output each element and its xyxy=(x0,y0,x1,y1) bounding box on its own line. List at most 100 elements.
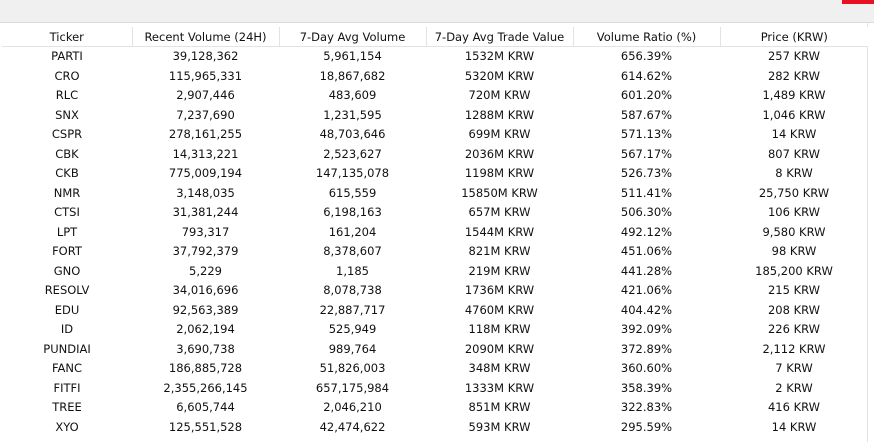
table-row[interactable]: LPT 793,317 161,204 1544M KRW 492.12% 9,580 K… xyxy=(2,223,868,243)
cell-ticker: CSPR xyxy=(51,127,83,141)
cell-recent-volume: 2,907,446 xyxy=(176,88,235,102)
cell-volume-ratio: 295.59% xyxy=(620,419,673,434)
column-header-price[interactable]: Price (KRW) xyxy=(720,27,868,47)
cell-ticker: EDU xyxy=(54,302,80,317)
cell-avg-volume: 5,961,154 xyxy=(323,49,382,63)
cell-price: 226 KRW xyxy=(767,322,821,336)
table-row[interactable]: EDU 92,563,389 22,887,717 4760M KRW 404.42% 2… xyxy=(2,301,868,321)
cell-recent-volume: 31,381,244 xyxy=(172,205,239,219)
table-row[interactable]: FITFI 2,355,266,145 657,175,984 1333M KRW 35… xyxy=(2,379,868,399)
cell-avg-trade-value: 657M KRW xyxy=(468,205,531,219)
cell-avg-volume: 18,867,682 xyxy=(319,68,386,83)
table-container: Ticker Recent Volume (24H) 7-Day Avg Vol… xyxy=(2,27,868,442)
column-header-volume-ratio[interactable]: Volume Ratio (%) xyxy=(573,27,721,47)
table-row[interactable]: RLC 2,907,446 483,609 720M KRW 601.20% 1,489 … xyxy=(2,86,868,106)
cell-recent-volume: 6,605,744 xyxy=(176,400,235,414)
cell-recent-volume: 2,062,194 xyxy=(176,322,235,336)
cell-volume-ratio: 322.83% xyxy=(620,400,673,414)
table-row[interactable]: PUNDIAI 3,690,738 989,764 2090M KRW 372.89% 2… xyxy=(2,340,868,360)
table-row[interactable]: CRO 115,965,331 18,867,682 5320M KRW 614.62%… xyxy=(2,67,868,87)
table-row[interactable]: FANC 186,885,728 51,826,003 348M KRW 360.60%… xyxy=(2,359,868,379)
header-row: Ticker Recent Volume (24H) 7-Day Avg Vol… xyxy=(2,27,868,47)
cell-price: 25,750 KRW xyxy=(758,185,830,200)
cell-avg-trade-value: 348M KRW xyxy=(468,361,531,375)
cell-avg-volume: 161,204 xyxy=(328,224,377,239)
cell-avg-trade-value: 5320M KRW xyxy=(464,68,535,83)
cell-volume-ratio: 526.73% xyxy=(620,166,673,180)
cell-price: 215 KRW xyxy=(767,283,821,297)
cell-ticker: PUNDIAI xyxy=(43,341,91,356)
column-header-ticker[interactable]: Ticker xyxy=(2,27,133,47)
cell-volume-ratio: 511.41% xyxy=(620,185,673,200)
cell-price: 208 KRW xyxy=(767,302,821,317)
table-row[interactable]: CSPR 278,161,255 48,703,646 699M KRW 571.13%… xyxy=(2,125,868,145)
table-row[interactable]: XYO 125,551,528 42,474,622 593M KRW 295.59% 1… xyxy=(2,418,868,438)
cell-volume-ratio: 392.09% xyxy=(620,322,673,336)
close-button[interactable] xyxy=(842,0,874,4)
cell-price: 2 KRW xyxy=(775,380,813,395)
cell-avg-trade-value: 1532M KRW xyxy=(464,49,535,63)
cell-ticker: FANC xyxy=(51,361,83,375)
cell-recent-volume: 278,161,255 xyxy=(168,127,243,141)
cell-recent-volume: 125,551,528 xyxy=(168,419,243,434)
table-row[interactable]: CTSI 31,381,244 6,198,163 657M KRW 506.30% 10… xyxy=(2,203,868,223)
cell-recent-volume: 115,965,331 xyxy=(168,68,243,83)
column-header-avg-volume[interactable]: 7-Day Avg Volume xyxy=(279,27,427,47)
cell-avg-volume: 8,078,738 xyxy=(323,283,382,297)
cell-avg-volume: 48,703,646 xyxy=(319,127,386,141)
cell-avg-trade-value: 699M KRW xyxy=(468,127,531,141)
volume-table: Ticker Recent Volume (24H) 7-Day Avg Vol… xyxy=(2,27,868,437)
cell-volume-ratio: 506.30% xyxy=(620,205,673,219)
table-row[interactable]: RESOLV 34,016,696 8,078,738 1736M KRW 421.06… xyxy=(2,281,868,301)
cell-avg-volume: 1,231,595 xyxy=(323,107,382,122)
cell-avg-trade-value: 1544M KRW xyxy=(464,224,535,239)
cell-ticker: ID xyxy=(60,322,74,336)
cell-recent-volume: 92,563,389 xyxy=(172,302,239,317)
cell-ticker: FITFI xyxy=(53,380,81,395)
cell-price: 98 KRW xyxy=(771,244,817,258)
cell-recent-volume: 7,237,690 xyxy=(176,107,235,122)
cell-ticker: TREE xyxy=(52,400,82,414)
cell-volume-ratio: 421.06% xyxy=(620,283,673,297)
cell-volume-ratio: 601.20% xyxy=(620,88,673,102)
cell-price: 185,200 KRW xyxy=(755,263,833,278)
table-row[interactable]: SNX 7,237,690 1,231,595 1288M KRW 587.67% 1,0… xyxy=(2,106,868,126)
table-row[interactable]: CKB 775,009,194 147,135,078 1198M KRW 526.73… xyxy=(2,164,868,184)
cell-recent-volume: 3,148,035 xyxy=(176,185,235,200)
table-row[interactable]: CBK 14,313,221 2,523,627 2036M KRW 567.17% 80… xyxy=(2,145,868,165)
cell-avg-trade-value: 219M KRW xyxy=(468,263,531,278)
column-header-recent-volume[interactable]: Recent Volume (24H) xyxy=(132,27,280,47)
divider xyxy=(867,22,868,442)
table-row[interactable]: PARTI 39,128,362 5,961,154 1532M KRW 656.39%… xyxy=(2,47,868,67)
table-row[interactable]: FORT 37,792,379 8,378,607 821M KRW 451.06% 98… xyxy=(2,242,868,262)
cell-avg-volume: 2,523,627 xyxy=(323,146,382,161)
cell-avg-trade-value: 1198M KRW xyxy=(464,166,535,180)
cell-recent-volume: 3,690,738 xyxy=(176,341,235,356)
cell-volume-ratio: 372.89% xyxy=(620,341,673,356)
cell-volume-ratio: 614.62% xyxy=(620,68,673,83)
cell-volume-ratio: 587.67% xyxy=(620,107,673,122)
table-body: PARTI 39,128,362 5,961,154 1532M KRW 656.39%… xyxy=(2,47,868,438)
cell-recent-volume: 186,885,728 xyxy=(168,361,243,375)
cell-avg-trade-value: 2036M KRW xyxy=(464,146,535,161)
table-row[interactable]: NMR 3,148,035 615,559 15850M KRW 511.41% 25,7… xyxy=(2,184,868,204)
cell-volume-ratio: 567.17% xyxy=(620,146,673,161)
cell-volume-ratio: 571.13% xyxy=(620,127,673,141)
table-row[interactable]: TREE 6,605,744 2,046,210 851M KRW 322.83% 416… xyxy=(2,398,868,418)
cell-avg-trade-value: 1736M KRW xyxy=(464,283,535,297)
table-row[interactable]: GNO 5,229 1,185 219M KRW 441.28% 185,200 KRW xyxy=(2,262,868,282)
cell-avg-trade-value: 15850M KRW xyxy=(461,185,538,200)
cell-price: 282 KRW xyxy=(767,68,821,83)
cell-ticker: CTSI xyxy=(54,205,80,219)
cell-recent-volume: 793,317 xyxy=(181,224,230,239)
cell-recent-volume: 775,009,194 xyxy=(168,166,243,180)
cell-avg-volume: 1,185 xyxy=(336,263,369,278)
cell-avg-trade-value: 720M KRW xyxy=(468,88,531,102)
cell-ticker: CBK xyxy=(55,146,79,161)
cell-ticker: LPT xyxy=(56,224,78,239)
cell-price: 1,046 KRW xyxy=(762,107,826,122)
table-row[interactable]: ID 2,062,194 525,949 118M KRW 392.09% 226 KRW xyxy=(2,320,868,340)
cell-avg-trade-value: 1333M KRW xyxy=(464,380,535,395)
column-header-avg-trade-value[interactable]: 7-Day Avg Trade Value xyxy=(426,27,574,47)
